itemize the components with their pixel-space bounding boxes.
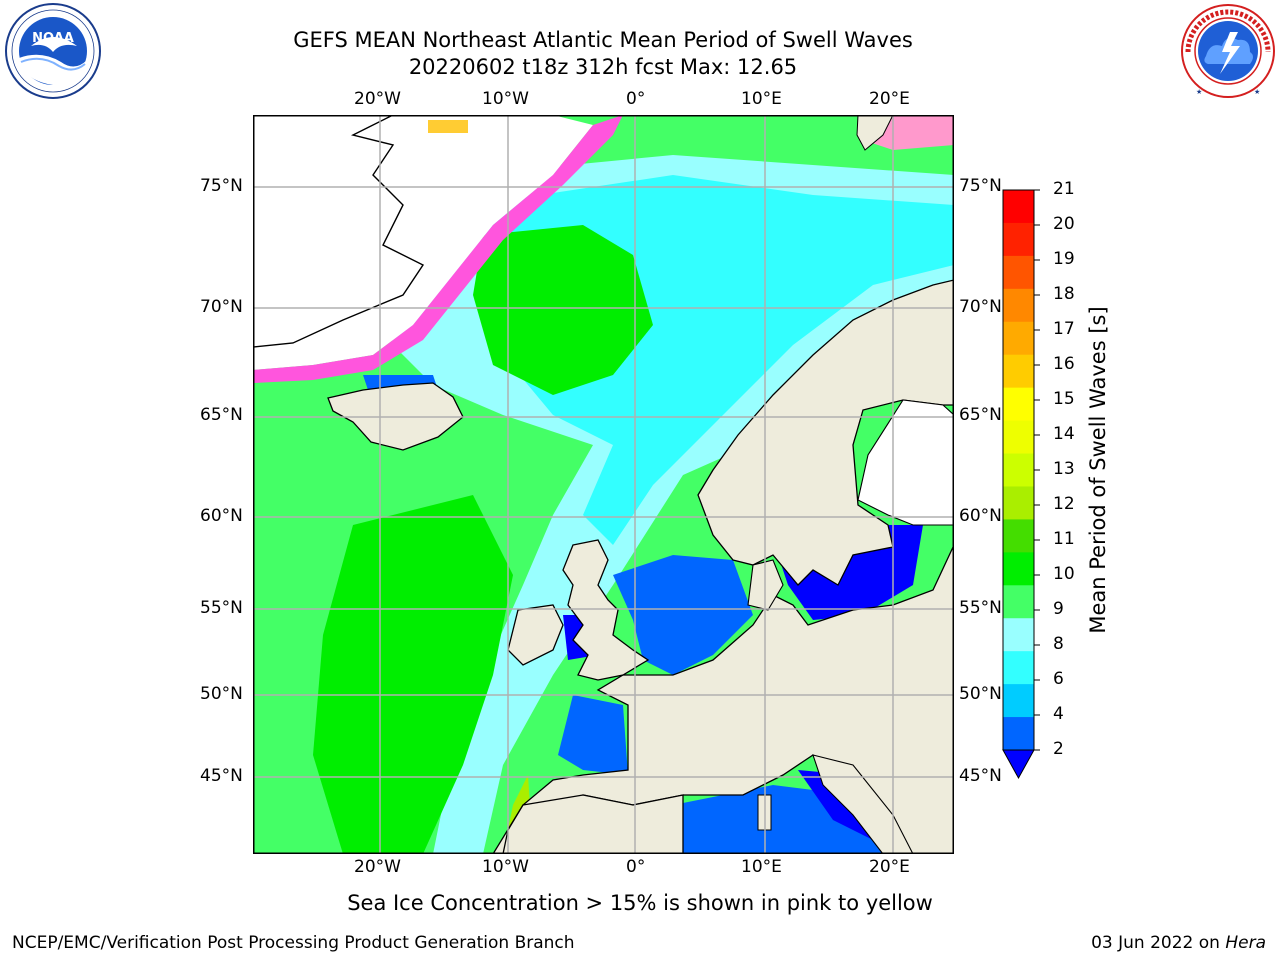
map-panel	[253, 115, 954, 854]
colorbar	[1002, 189, 1040, 780]
lat-label-left-50n: 50°N	[200, 684, 243, 704]
colorbar-tick-label: 6	[1053, 669, 1064, 689]
colorbar-tick-label: 17	[1053, 319, 1075, 339]
lon-label-top-20w: 20°W	[354, 89, 401, 109]
colorbar-segment	[1003, 255, 1034, 290]
colorbar-tick-label: 10	[1053, 564, 1075, 584]
swell-field-north-sea	[613, 555, 753, 675]
map-svg	[253, 115, 954, 854]
graticule	[253, 115, 954, 854]
svalbard-land	[856, 115, 894, 151]
lat-label-left-75n: 75°N	[200, 176, 243, 196]
chart-subtitle: 20220602 t18z 312h fcst Max: 12.65	[408, 55, 798, 79]
colorbar-tick-label: 21	[1053, 179, 1075, 199]
colorbar-segment	[1003, 519, 1034, 553]
lat-label-right-65n: 65°N	[959, 405, 1002, 425]
footer-credit: NCEP/EMC/Verification Post Processing Pr…	[12, 933, 575, 953]
swell-field-10-11s	[473, 225, 653, 395]
lon-label-top-10w: 10°W	[482, 89, 529, 109]
colorbar-segment	[1003, 288, 1034, 323]
colorbar-tick-label: 18	[1053, 284, 1075, 304]
colorbar-segment	[1003, 684, 1034, 718]
gulf-of-bothnia-no-data	[857, 399, 954, 526]
colorbar-segment	[1003, 354, 1034, 389]
italy-land	[812, 754, 914, 854]
colorbar-segment	[1003, 651, 1034, 685]
scandinavia-land	[697, 279, 954, 586]
lat-label-left-70n: 70°N	[200, 297, 243, 317]
colorbar-tick-label: 4	[1053, 704, 1064, 724]
noaa-logo-icon: NOAA	[1, 2, 105, 100]
noaa-logo-text: NOAA	[32, 31, 74, 46]
lon-label-bottom-0: 0°	[626, 857, 646, 877]
lon-label-top-0: 0°	[626, 89, 646, 109]
lat-label-right-60n: 60°N	[959, 506, 1002, 526]
swell-field-10-11s-south	[313, 495, 513, 854]
lon-label-bottom-20w: 20°W	[354, 857, 401, 877]
colorbar-tick-label: 13	[1053, 459, 1075, 479]
lon-label-top-10e: 10°E	[741, 89, 782, 109]
colorbar-tick-label: 19	[1053, 249, 1075, 269]
colorbar-tick-label: 8	[1053, 634, 1064, 654]
svg-text:★: ★	[1254, 88, 1260, 96]
colorbar-segment	[1003, 387, 1034, 421]
lat-label-left-45n: 45°N	[200, 766, 243, 786]
iberia-land	[502, 794, 684, 854]
sea-ice-note: Sea Ice Concentration > 15% is shown in …	[347, 891, 933, 915]
colorbar-segment	[1003, 190, 1034, 224]
footer-date: 03 Jun 2022 on Hera	[1091, 933, 1266, 953]
colorbar-segment	[1003, 321, 1034, 356]
colorbar-segment	[1003, 552, 1034, 586]
colorbar-segment	[1003, 222, 1034, 257]
great-britain-land	[562, 539, 650, 681]
lat-label-right-50n: 50°N	[959, 684, 1002, 704]
colorbar-extend-min-triangle	[1002, 749, 1035, 780]
colorbar-tick-label: 2	[1053, 739, 1064, 759]
swell-field-biscay	[558, 695, 628, 775]
lon-label-bottom-20e: 20°E	[869, 857, 910, 877]
colorbar-tick-label: 11	[1053, 529, 1075, 549]
chart-title: GEFS MEAN Northeast Atlantic Mean Period…	[293, 28, 913, 52]
lat-label-right-75n: 75°N	[959, 176, 1002, 196]
colorbar-segment	[1003, 618, 1034, 652]
lon-label-bottom-10w: 10°W	[482, 857, 529, 877]
colorbar-tick-label: 9	[1053, 599, 1064, 619]
colorbar-tick-label: 15	[1053, 389, 1075, 409]
lat-label-right-70n: 70°N	[959, 297, 1002, 317]
colorbar-tick-label: 16	[1053, 354, 1075, 374]
colorbar-segment	[1003, 486, 1034, 520]
lat-label-right-45n: 45°N	[959, 766, 1002, 786]
sea-ice-edge	[253, 115, 623, 383]
svg-text:★: ★	[1196, 88, 1202, 96]
colorbar-segment	[1003, 585, 1034, 619]
colorbar-segment	[1003, 717, 1034, 751]
colorbar-segment	[1003, 420, 1034, 454]
lon-label-bottom-10e: 10°E	[741, 857, 782, 877]
sea-ice-patch	[428, 120, 468, 133]
colorbar-tick-label: 12	[1053, 494, 1075, 514]
colorbar-tick-label: 20	[1053, 214, 1075, 234]
colorbar-tick-label: 14	[1053, 424, 1075, 444]
colorbar-title: Mean Period of Swell Waves [s]	[1086, 306, 1110, 634]
lat-label-left-65n: 65°N	[200, 405, 243, 425]
map-border	[253, 115, 954, 854]
footer-date-text: 03 Jun 2022 on	[1091, 933, 1226, 953]
colorbar-segment	[1003, 453, 1034, 487]
national-weather-service-logo-icon: ★ ★	[1176, 2, 1280, 100]
footer-host: Hera	[1225, 933, 1266, 953]
lon-label-top-20e: 20°E	[869, 89, 910, 109]
lat-label-left-60n: 60°N	[200, 506, 243, 526]
lat-label-right-55n: 55°N	[959, 598, 1002, 618]
lat-label-left-55n: 55°N	[200, 598, 243, 618]
